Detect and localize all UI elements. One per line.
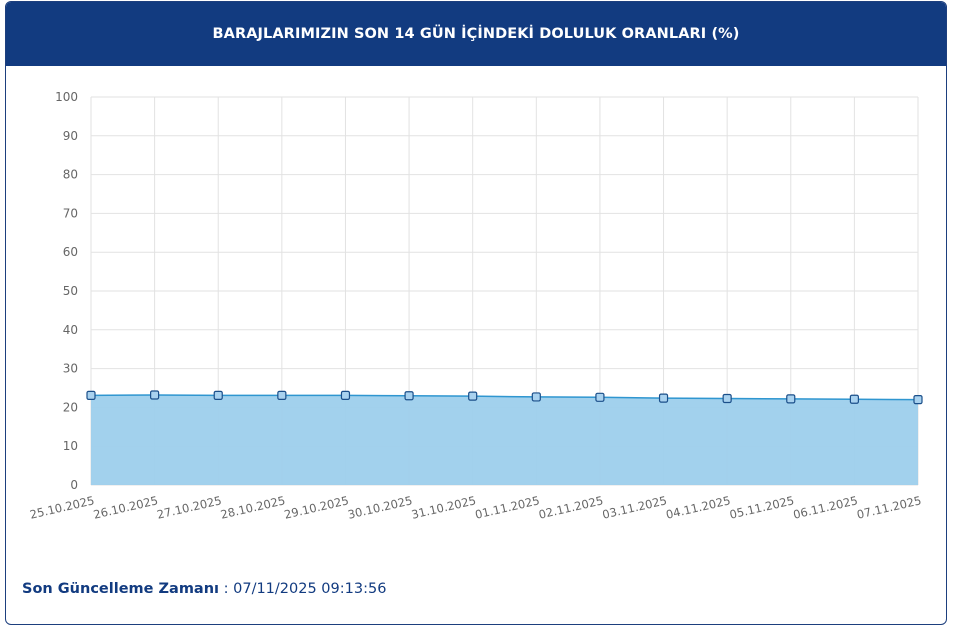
x-tick-label: 03.11.2025 xyxy=(601,493,668,521)
data-point-marker[interactable] xyxy=(468,391,478,401)
y-tick-label: 60 xyxy=(63,245,78,259)
data-point-marker[interactable] xyxy=(86,390,96,400)
last-update-separator: : xyxy=(219,581,234,597)
x-tick-label: 31.10.2025 xyxy=(410,493,477,521)
x-tick-label: 28.10.2025 xyxy=(219,493,286,521)
chart-card: BARAJLARIMIZIN SON 14 GÜN İÇİNDEKİ DOLUL… xyxy=(5,1,947,625)
x-axis-ticks: 25.10.202526.10.202527.10.202528.10.2025… xyxy=(28,493,922,521)
y-tick-label: 0 xyxy=(70,478,78,492)
data-point-marker[interactable] xyxy=(658,393,669,403)
x-tick-label: 06.11.2025 xyxy=(792,493,859,521)
last-update-value: 07/11/2025 09:13:56 xyxy=(233,581,387,597)
y-tick-label: 20 xyxy=(63,400,78,414)
x-tick-label: 04.11.2025 xyxy=(665,493,732,521)
data-point-marker[interactable] xyxy=(277,390,287,400)
y-tick-label: 10 xyxy=(63,439,78,453)
chart-markers xyxy=(86,390,923,405)
data-point-marker[interactable] xyxy=(404,391,414,401)
data-point-marker[interactable] xyxy=(213,390,223,400)
y-tick-label: 50 xyxy=(63,284,78,298)
series-area xyxy=(91,394,918,485)
card-header: BARAJLARIMIZIN SON 14 GÜN İÇİNDEKİ DOLUL… xyxy=(6,2,946,66)
data-point-marker[interactable] xyxy=(786,394,796,404)
data-point-marker[interactable] xyxy=(531,392,541,402)
y-tick-label: 70 xyxy=(63,206,78,220)
y-tick-label: 80 xyxy=(63,168,78,182)
chart-title: BARAJLARIMIZIN SON 14 GÜN İÇİNDEKİ DOLUL… xyxy=(212,26,740,42)
series-line xyxy=(90,394,919,401)
y-tick-label: 40 xyxy=(63,323,78,337)
data-point-marker[interactable] xyxy=(150,390,160,400)
y-tick-label: 90 xyxy=(63,129,78,143)
last-update-label: Son Güncelleme Zamanı xyxy=(22,581,220,597)
data-point-marker[interactable] xyxy=(340,390,351,400)
y-tick-label: 100 xyxy=(55,90,78,104)
x-tick-label: 07.11.2025 xyxy=(855,493,922,521)
last-update: Son Güncelleme Zamanı : 07/11/2025 09:13… xyxy=(22,581,386,597)
data-point-marker[interactable] xyxy=(722,393,732,404)
data-point-marker[interactable] xyxy=(913,395,923,405)
x-tick-label: 26.10.2025 xyxy=(92,493,159,521)
x-tick-label: 25.10.2025 xyxy=(28,493,95,521)
data-point-marker[interactable] xyxy=(849,394,859,404)
x-tick-label: 27.10.2025 xyxy=(156,493,223,521)
x-tick-label: 02.11.2025 xyxy=(537,493,604,521)
x-tick-label: 05.11.2025 xyxy=(728,493,795,521)
y-tick-label: 30 xyxy=(63,362,78,376)
y-axis-ticks: 0 10 20 30 40 50 60 70 80 90 100 xyxy=(55,90,78,492)
x-tick-label: 01.11.2025 xyxy=(474,493,541,521)
chart-area-fill xyxy=(90,394,919,485)
x-tick-label: 29.10.2025 xyxy=(283,493,350,521)
data-point-marker[interactable] xyxy=(595,392,605,402)
x-tick-label: 30.10.2025 xyxy=(346,493,413,521)
